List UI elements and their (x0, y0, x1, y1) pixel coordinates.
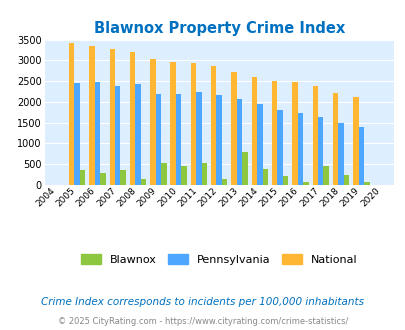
Bar (303, 182, 308, 185)
Bar (242, 152, 247, 185)
Bar (317, 117, 323, 185)
Bar (74, 83, 80, 185)
Bar (312, 86, 317, 185)
Bar (69, 43, 74, 185)
Bar (211, 66, 216, 185)
Bar (161, 163, 166, 185)
Bar (277, 110, 282, 185)
Bar (262, 169, 267, 185)
Bar (175, 94, 181, 185)
Bar (292, 82, 297, 185)
Bar (109, 49, 115, 185)
Bar (251, 77, 256, 185)
Bar (282, 176, 288, 185)
Bar (323, 166, 328, 185)
Bar (141, 179, 146, 185)
Bar (358, 127, 363, 185)
Bar (190, 63, 196, 185)
Bar (352, 97, 358, 185)
Text: © 2025 CityRating.com - https://www.cityrating.com/crime-statistics/: © 2025 CityRating.com - https://www.city… (58, 317, 347, 326)
Bar (120, 170, 126, 185)
Bar (236, 99, 242, 185)
Bar (196, 92, 201, 185)
Bar (271, 81, 277, 185)
Bar (222, 179, 227, 185)
Text: Crime Index corresponds to incidents per 100,000 inhabitants: Crime Index corresponds to incidents per… (41, 297, 364, 307)
Bar (170, 62, 175, 185)
Title: Blawnox Property Crime Index: Blawnox Property Crime Index (94, 21, 344, 36)
Bar (332, 93, 337, 185)
Bar (363, 182, 369, 185)
Legend: Blawnox, Pennsylvania, National: Blawnox, Pennsylvania, National (77, 249, 361, 269)
Bar (231, 72, 236, 185)
Bar (256, 104, 262, 185)
Bar (80, 170, 85, 185)
Bar (135, 84, 141, 185)
Bar (216, 95, 222, 185)
Bar (201, 163, 207, 185)
Bar (100, 173, 105, 185)
Bar (155, 93, 161, 185)
Bar (297, 114, 303, 185)
Bar (150, 59, 155, 185)
Bar (343, 175, 348, 185)
Bar (337, 123, 343, 185)
Bar (94, 82, 100, 185)
Bar (130, 52, 135, 185)
Bar (115, 86, 120, 185)
Bar (181, 166, 186, 185)
Bar (89, 46, 94, 185)
